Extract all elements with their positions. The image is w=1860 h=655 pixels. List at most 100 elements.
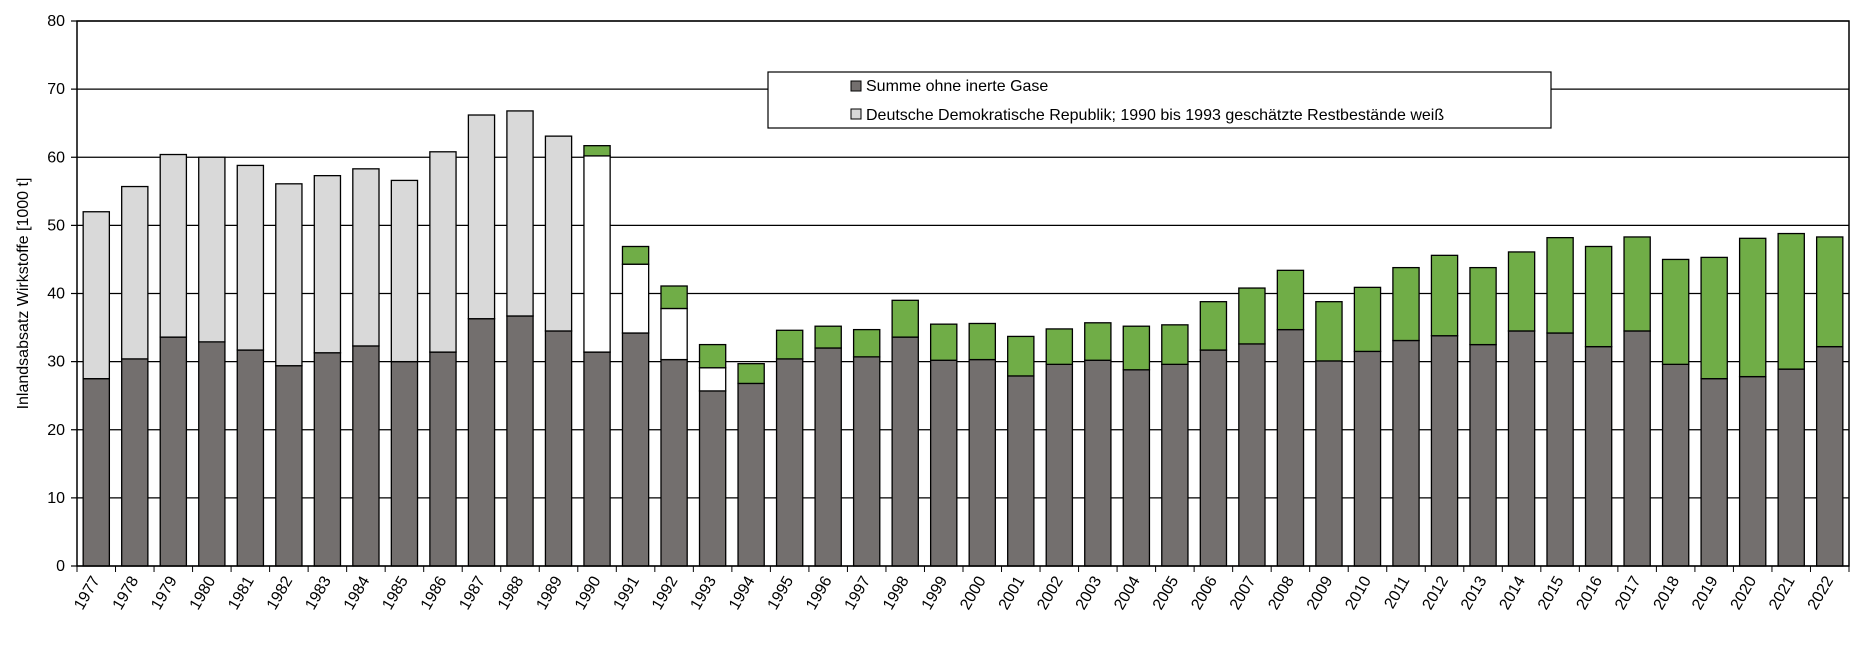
bar-segment-2021-s3 bbox=[1777, 232, 1805, 370]
bar-segment-1995-s3 bbox=[775, 329, 804, 360]
bar-segment-2017-s1 bbox=[1623, 330, 1651, 567]
bar-segment-2017-s3 bbox=[1623, 236, 1651, 332]
legend-swatch-ddr bbox=[850, 108, 862, 120]
bar-segment-2004-s1 bbox=[1122, 369, 1151, 567]
bar-segment-2010-s1 bbox=[1353, 350, 1382, 567]
bar-segment-1979-s1 bbox=[159, 336, 188, 567]
legend-swatch-summe bbox=[850, 80, 862, 92]
bar-segment-2003-s3 bbox=[1084, 322, 1112, 361]
bar-segment-2018-s1 bbox=[1661, 363, 1690, 567]
bar-segment-2013-s1 bbox=[1469, 343, 1497, 567]
legend-label-ddr: Deutsche Demokratische Republik; 1990 bi… bbox=[866, 107, 1444, 124]
y-tick-label: 40 bbox=[47, 286, 65, 303]
bar-segment-2002-s1 bbox=[1045, 363, 1074, 567]
bar-segment-2000-s3 bbox=[968, 322, 997, 361]
bar-segment-2005-s3 bbox=[1161, 324, 1189, 365]
bar-segment-2022-s3 bbox=[1815, 236, 1844, 348]
bar-segment-2009-s1 bbox=[1315, 360, 1343, 567]
bar-segment-2008-s1 bbox=[1276, 328, 1305, 567]
bar-segment-1978-s1 bbox=[121, 358, 149, 567]
bar-segment-2007-s3 bbox=[1238, 287, 1266, 345]
bar-segment-2016-s1 bbox=[1584, 345, 1613, 567]
bar-segment-1998-s3 bbox=[891, 299, 919, 338]
bar-segment-1987-s2 bbox=[467, 114, 496, 320]
bar-segment-2011-s3 bbox=[1392, 266, 1420, 342]
bar-segment-1985-s2 bbox=[390, 179, 419, 363]
bars bbox=[82, 110, 1844, 567]
bar-segment-2016-s3 bbox=[1584, 245, 1613, 348]
bar-segment-1977-s1 bbox=[82, 378, 111, 567]
bar-segment-1981-s1 bbox=[236, 349, 265, 567]
bar-segment-2018-s3 bbox=[1661, 258, 1690, 365]
y-tick-label: 0 bbox=[56, 558, 65, 575]
bar-segment-1981-s2 bbox=[236, 164, 265, 351]
bar-segment-1997-s1 bbox=[852, 356, 881, 567]
bar-segment-2001-s1 bbox=[1007, 375, 1035, 567]
bar-segment-2001-s3 bbox=[1007, 335, 1035, 377]
bar-segment-2008-s3 bbox=[1276, 269, 1305, 331]
y-tick-label: 80 bbox=[47, 13, 65, 30]
bar-segment-2009-s3 bbox=[1315, 301, 1343, 362]
bar-segment-1991-s2 bbox=[621, 263, 650, 334]
bar-segment-1992-s2 bbox=[660, 307, 688, 361]
bar-segment-1988-s2 bbox=[506, 110, 534, 317]
bar-segment-2012-s3 bbox=[1430, 254, 1459, 337]
y-tick-label: 70 bbox=[47, 81, 65, 98]
bar-segment-1996-s3 bbox=[814, 325, 842, 349]
bar-segment-1980-s1 bbox=[198, 341, 226, 567]
legend-label-summe: Summe ohne inerte Gase bbox=[866, 78, 1048, 95]
bar-segment-1993-s3 bbox=[698, 343, 727, 369]
bar-segment-2015-s3 bbox=[1546, 236, 1574, 334]
bar-segment-1991-s3 bbox=[621, 245, 650, 265]
bar-segment-1982-s1 bbox=[275, 365, 303, 567]
bar-segment-1989-s1 bbox=[544, 330, 573, 567]
bar-segment-2014-s1 bbox=[1507, 330, 1536, 567]
y-tick-label: 60 bbox=[47, 149, 65, 166]
bar-segment-2006-s3 bbox=[1199, 301, 1228, 351]
bar-segment-1997-s3 bbox=[852, 328, 881, 358]
bar-segment-1994-s3 bbox=[737, 363, 765, 385]
bar-segment-2007-s1 bbox=[1238, 343, 1266, 567]
bar-segment-2003-s1 bbox=[1084, 359, 1112, 567]
bar-segment-1989-s2 bbox=[544, 135, 573, 332]
bar-segment-2020-s3 bbox=[1738, 237, 1767, 378]
bar-segment-1979-s2 bbox=[159, 153, 188, 338]
bar-segment-2002-s3 bbox=[1045, 328, 1074, 365]
bar-segment-1991-s1 bbox=[621, 332, 650, 567]
bar-segment-1993-s2 bbox=[698, 367, 727, 392]
bar-segment-1990-s2 bbox=[583, 155, 611, 353]
y-tick-label: 30 bbox=[47, 354, 65, 371]
legend: Summe ohne inerte Gase Deutsche Demokrat… bbox=[767, 71, 1552, 129]
y-axis-label: Inlandsabsatz Wirkstoffe [1000 t] bbox=[15, 178, 32, 410]
bar-segment-1983-s1 bbox=[313, 352, 342, 567]
bar-segment-1988-s1 bbox=[506, 315, 534, 567]
bar-segment-1985-s1 bbox=[390, 360, 419, 567]
bar-segment-2011-s1 bbox=[1392, 339, 1420, 567]
bar-segment-2004-s3 bbox=[1122, 325, 1151, 371]
bar-segment-1987-s1 bbox=[467, 318, 496, 567]
bar-segment-2021-s1 bbox=[1777, 368, 1805, 567]
bar-segment-2012-s1 bbox=[1430, 335, 1459, 567]
bar-segment-2013-s3 bbox=[1469, 266, 1497, 346]
bar-segment-2006-s1 bbox=[1199, 349, 1228, 567]
bar-segment-1999-s3 bbox=[929, 323, 958, 361]
y-tick-label: 20 bbox=[47, 422, 65, 439]
y-tick-label: 10 bbox=[47, 490, 65, 507]
bar-segment-1992-s3 bbox=[660, 285, 688, 310]
y-tick-label: 50 bbox=[47, 217, 65, 234]
bar-segment-1996-s1 bbox=[814, 347, 842, 567]
bar-segment-2010-s3 bbox=[1353, 286, 1382, 353]
bar-segment-2015-s1 bbox=[1546, 332, 1574, 567]
bar-segment-1992-s1 bbox=[660, 358, 688, 567]
legend-box bbox=[767, 71, 1552, 129]
bar-segment-1986-s1 bbox=[429, 351, 457, 567]
bar-segment-2005-s1 bbox=[1161, 363, 1189, 567]
bar-segment-2019-s3 bbox=[1700, 256, 1728, 380]
bar-segment-1995-s1 bbox=[775, 358, 804, 567]
bar-segment-1977-s2 bbox=[82, 211, 111, 380]
bar-segment-1990-s1 bbox=[583, 351, 611, 567]
bar-segment-2000-s1 bbox=[968, 358, 997, 567]
bar-segment-2022-s1 bbox=[1815, 345, 1844, 567]
bar-segment-1990-s3 bbox=[583, 145, 611, 157]
